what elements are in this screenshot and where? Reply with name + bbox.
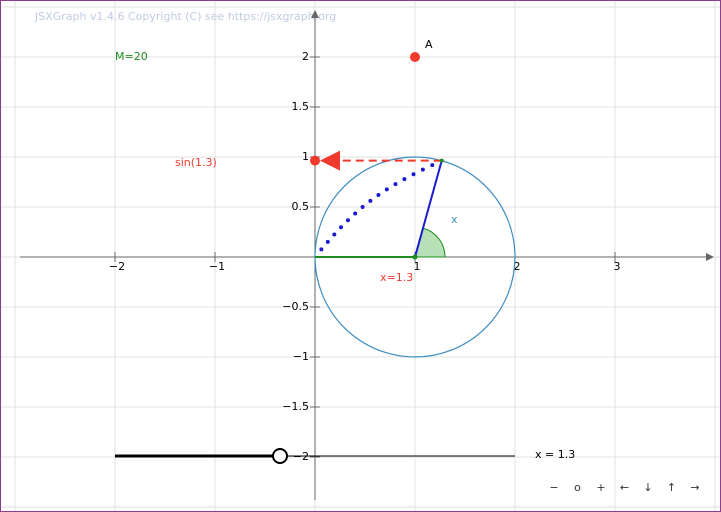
copyright: JSXGraph v1.4.6 Copyright (C) see https:… [34, 10, 336, 23]
dot [368, 198, 373, 203]
x-tick-label: −1 [209, 260, 225, 273]
y-tick-label: 1.5 [292, 100, 310, 113]
dot [402, 177, 407, 182]
dot [339, 225, 344, 230]
y-tick-label: −1.5 [282, 400, 309, 413]
sin-label: sin(1.3) [175, 156, 217, 169]
dot [360, 204, 365, 209]
dynamic: Ax [310, 38, 458, 260]
dot [420, 167, 425, 172]
dot [332, 232, 337, 237]
dot [325, 239, 330, 244]
y-tick-label: 0.5 [292, 200, 310, 213]
sin-point [310, 155, 320, 166]
center-point [412, 254, 418, 260]
x-tick-label: 3 [614, 260, 621, 273]
point-a [410, 52, 420, 62]
y-tick-label: 2 [302, 50, 309, 63]
dot [393, 182, 398, 187]
dot [319, 247, 324, 252]
navigation: − o + ← ↓ ↑ → [549, 481, 699, 494]
dot [376, 192, 381, 197]
nav-button[interactable]: − [549, 481, 558, 494]
point-a-label: A [425, 38, 433, 51]
radius [414, 160, 443, 258]
m-label: M=20 [115, 50, 148, 63]
dot [353, 211, 358, 216]
x-tick-label: −2 [109, 260, 125, 273]
slider-knob[interactable] [272, 448, 288, 464]
nav-button[interactable]: ↓ [643, 481, 652, 494]
nav-button[interactable]: + [596, 481, 605, 494]
y-tick-label: −1 [293, 350, 309, 363]
dot [384, 187, 389, 192]
slider-label: x = 1.3 [535, 448, 575, 461]
nav-button[interactable]: ↑ [667, 481, 676, 494]
y-tick-label: −0.5 [282, 300, 309, 313]
nav-button[interactable]: o [574, 481, 581, 494]
x-tick-label: 2 [514, 260, 521, 273]
nav-button[interactable]: → [690, 481, 699, 494]
nav-button[interactable]: ← [620, 481, 629, 494]
dot [411, 172, 416, 177]
x-label: x=1.3 [380, 271, 413, 284]
y-tick-label: 1 [302, 150, 309, 163]
end-point [439, 158, 444, 163]
dot [430, 163, 435, 168]
x-tick-label: 1 [414, 260, 421, 273]
dot [345, 218, 350, 223]
angle-label: x [451, 213, 458, 226]
